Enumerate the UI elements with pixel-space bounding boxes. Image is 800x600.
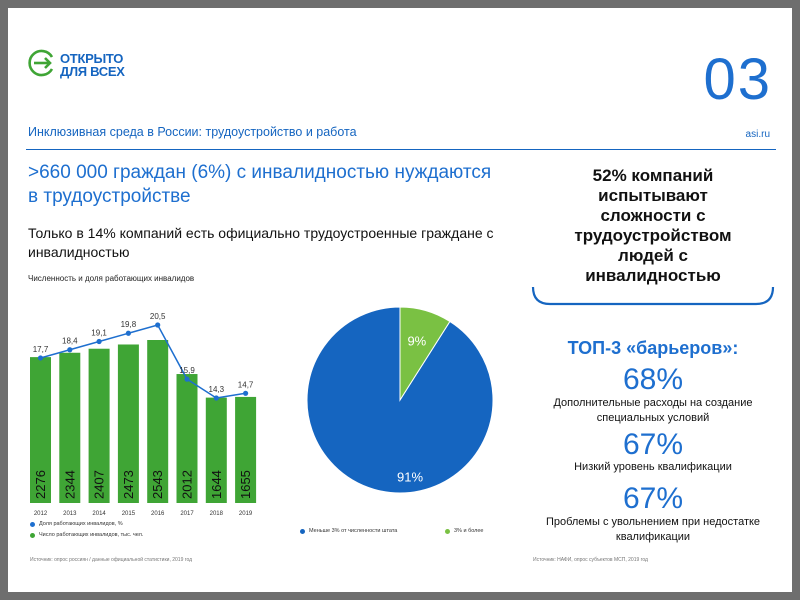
bar [59, 352, 81, 503]
legend-pie-large: 3% и более [445, 528, 484, 534]
arrow-circle-icon [28, 49, 54, 77]
x-tick-label: 2016 [151, 511, 165, 517]
legend-bar-label: Число работающих инвалидов, тыс. чел. [39, 532, 144, 538]
top3-title: ТОП-3 «барьеров»: [567, 338, 739, 358]
section-title: Инклюзивная среда в России: трудоустройс… [28, 125, 357, 139]
source-right: Источник: НАФИ, опрос субъектов МСП, 201… [533, 557, 648, 563]
bar-value-label: 1655 [238, 470, 253, 499]
legend-pie-small: Меньше 3% от численности штата [300, 528, 397, 534]
charts-canvas: 2276 2012 2344 2013 2407 2014 2473 2015 2543 2016… [30, 306, 494, 517]
legend-bar: Число работающих инвалидов, тыс. чел. [30, 532, 143, 538]
legend-pie-small-swatch [300, 528, 305, 534]
pie-slice-label: 9% [407, 333, 426, 348]
barrier-1-value: 68% [622, 363, 684, 396]
site-link[interactable]: asi.ru [745, 129, 770, 140]
line-point [67, 347, 73, 353]
legend-line-label: Доля работающих инвалидов, % [39, 521, 123, 527]
source-left: Источник: опрос россиян / данные официал… [30, 557, 193, 563]
x-tick-label: 2012 [34, 511, 48, 517]
bar [176, 374, 198, 503]
brace-divider [531, 286, 775, 306]
line-value-label: 19,8 [121, 320, 137, 329]
x-tick-label: 2017 [180, 511, 194, 517]
bar [235, 396, 257, 503]
bar-value-label: 2012 [180, 470, 195, 499]
line-point [96, 338, 102, 345]
x-tick-label: 2014 [92, 511, 106, 517]
bar [205, 397, 227, 503]
line-value-label: 14,3 [209, 385, 225, 394]
barrier-2-label: Низкий уровень квалификации [574, 461, 732, 473]
legend-pie-small-label: Меньше 3% от численности штата [309, 528, 398, 534]
legend-bar-swatch [30, 532, 35, 538]
bar-value-label: 1644 [209, 470, 224, 499]
pie-slice [399, 306, 451, 402]
brand-logo: ОТКРЫТО ДЛЯ ВСЕХ [26, 48, 176, 98]
barrier-3-value: 67% [622, 482, 684, 515]
bar [147, 340, 169, 503]
line-point [155, 322, 161, 328]
x-tick-label: 2019 [239, 511, 253, 517]
bar-value-label: 2407 [92, 470, 107, 499]
bar-value-label: 2344 [62, 470, 77, 499]
pie-slice-label: 91% [397, 469, 423, 484]
bar [117, 344, 139, 503]
bar [30, 357, 51, 503]
barrier-3-label: Проблемы с увольнением при недостатке кв… [545, 516, 761, 543]
legend-pie-large-label: 3% и более [454, 528, 484, 534]
line-value-label: 17,7 [33, 345, 49, 354]
slide: ОТКРЫТО ДЛЯ ВСЕХ 03 Инклюзивная среда в … [8, 8, 792, 592]
line-value-label: 19,1 [91, 328, 107, 337]
bar-value-label: 2276 [33, 470, 48, 499]
brand-line-2: ДЛЯ ВСЕХ [60, 64, 125, 79]
barrier-1-label: Дополнительные расходы на создание специ… [553, 397, 753, 424]
x-tick-label: 2015 [122, 511, 136, 517]
legend-line: Доля работающих инвалидов, % [30, 521, 123, 527]
legend-line-swatch [30, 521, 35, 527]
line-point [213, 395, 219, 401]
line-point [243, 390, 249, 396]
bar [88, 348, 110, 503]
barrier-2-value: 67% [622, 428, 684, 461]
line-value-label: 20,5 [150, 312, 166, 321]
line-point [125, 330, 131, 336]
subheadline: Только в 14% компаний есть официально тр… [28, 225, 494, 260]
page-number: 03 [703, 47, 772, 112]
x-tick-label: 2013 [63, 511, 77, 517]
brand-line-1: ОТКРЫТО [60, 51, 124, 66]
header-divider [26, 149, 776, 150]
series-line [40, 324, 246, 399]
line-point [184, 376, 190, 382]
bar-value-label: 2543 [150, 470, 165, 499]
line-value-label: 15,9 [179, 366, 195, 375]
x-tick-label: 2018 [210, 511, 224, 517]
headline: >660 000 граждан (6%) с инвалидностью ну… [28, 162, 492, 207]
line-value-label: 18,4 [62, 337, 78, 346]
line-value-label: 14,7 [238, 380, 254, 389]
chart-title: Численность и доля работающих инвалидов [28, 274, 195, 283]
bar-value-label: 2473 [121, 470, 136, 499]
right-headline: 52% компаний испытывают сложности с труд… [574, 166, 732, 285]
line-point [37, 355, 44, 361]
legend-pie-large-swatch [445, 528, 450, 534]
